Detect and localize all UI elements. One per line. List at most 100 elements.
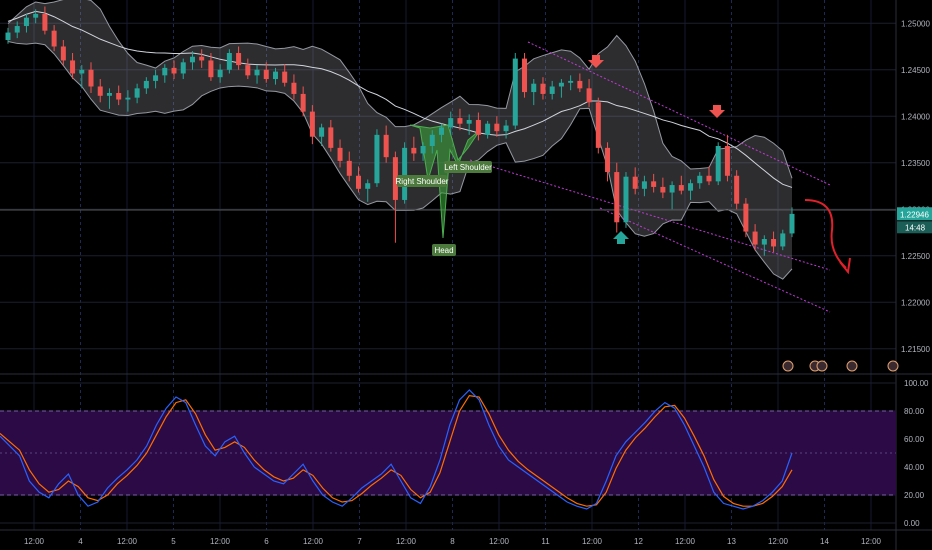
oscillator-band: [0, 410, 896, 496]
candle-body: [125, 97, 131, 100]
candle-body: [60, 46, 66, 61]
time-tick-label: 12:00: [768, 537, 789, 546]
candle-body: [402, 147, 408, 200]
candle-body: [660, 186, 666, 193]
projection-curve: [804, 199, 847, 269]
candle-body: [623, 176, 629, 223]
candle-body: [715, 146, 721, 182]
candle-body: [226, 53, 232, 70]
candle-body: [33, 13, 39, 18]
candle-body: [697, 175, 703, 184]
candle-body: [337, 147, 343, 161]
candle-body: [780, 233, 786, 247]
time-tick-label: 12: [634, 537, 643, 546]
candle-body: [485, 123, 491, 135]
down-arrow-marker: [709, 105, 725, 118]
candle-body: [549, 86, 555, 94]
right-shoulder-label-box: [397, 175, 447, 187]
candle-body: [180, 62, 186, 74]
time-tick-label: 12:00: [675, 537, 696, 546]
projection-arrowhead: [839, 257, 851, 275]
candle-body: [88, 69, 94, 87]
candle-body: [23, 17, 29, 27]
candle-body: [374, 134, 380, 184]
time-tick-label: 7: [357, 537, 362, 546]
candle-body: [540, 83, 546, 94]
axes: 1.250001.245001.240001.235001.230001.225…: [24, 19, 932, 546]
candle-body: [383, 134, 389, 158]
candle-body: [5, 32, 11, 40]
osc-tick-label: 60.00: [904, 435, 925, 444]
candle-body: [79, 69, 85, 74]
candle-body: [392, 157, 398, 200]
candle-body: [558, 82, 564, 87]
candle-body: [309, 111, 315, 137]
time-tick-label: 4: [78, 537, 83, 546]
candle-body: [761, 239, 767, 245]
osc-tick-label: 20.00: [904, 491, 925, 500]
candle-body: [171, 67, 177, 74]
candle-body: [475, 119, 481, 135]
candle-body: [97, 86, 103, 96]
time-tick-label: 12:00: [210, 537, 231, 546]
time-tick-label: 12:00: [24, 537, 45, 546]
event-icon: [887, 360, 899, 372]
candle-body: [457, 118, 463, 124]
candle-body: [153, 75, 159, 81]
band-lower: [7, 40, 793, 280]
candle-body: [577, 80, 583, 89]
candle-body: [162, 67, 168, 76]
candle-body: [706, 175, 712, 182]
left-shoulder-label-box: [444, 161, 492, 173]
candle-body: [365, 183, 371, 189]
candles: [5, 6, 795, 256]
candle-body: [614, 172, 620, 223]
countdown-badge: [897, 221, 932, 234]
arrow-markers: [588, 55, 851, 275]
candle-body: [42, 13, 48, 31]
candle-body: [319, 127, 325, 137]
candle-body: [771, 239, 777, 247]
candle-body: [116, 93, 122, 100]
time-tick-label: 5: [171, 537, 176, 546]
price-tick-label: 1.24500: [901, 66, 930, 75]
up-arrow-marker: [613, 231, 629, 244]
candle-body: [199, 56, 205, 61]
bollinger-bands: [7, 0, 793, 280]
right-shoulder-label: Right Shoulder: [396, 177, 449, 186]
time-tick-label: 12:00: [117, 537, 138, 546]
candle-body: [494, 123, 500, 132]
candle-body: [568, 80, 574, 83]
left-shoulder-label: Left Shoulder: [444, 163, 492, 172]
candle-body: [734, 175, 740, 204]
price-tick-label: 1.21500: [901, 345, 930, 354]
event-icon: [816, 360, 828, 372]
candle-body: [531, 83, 537, 93]
price-tick-label: 1.22500: [901, 252, 930, 261]
price-tick-label: 1.23500: [901, 159, 930, 168]
candle-body: [328, 127, 334, 148]
down-arrow-marker: [588, 55, 604, 68]
candle-body: [503, 125, 509, 132]
candle-body: [688, 183, 694, 191]
oscillator-k-line: [0, 389, 793, 510]
candle-body: [651, 181, 657, 187]
price-tick-label: 1.25000: [901, 19, 930, 28]
head-label: Head: [434, 246, 453, 255]
event-icon: [782, 360, 794, 372]
candle-body: [291, 82, 297, 94]
candle-body: [678, 185, 684, 191]
candle-body: [586, 88, 592, 103]
time-tick-label: 8: [450, 537, 455, 546]
band-upper: [7, 0, 793, 179]
time-tick-label: 12:00: [582, 537, 603, 546]
candle-body: [466, 119, 472, 124]
price-tick-label: 1.22000: [901, 298, 930, 307]
candle-body: [14, 26, 20, 33]
candle-body: [106, 93, 112, 96]
candle-body: [752, 231, 758, 245]
price-tick-label: 1.24000: [901, 112, 930, 121]
candle-body: [420, 146, 426, 154]
time-tick-label: 6: [264, 537, 269, 546]
